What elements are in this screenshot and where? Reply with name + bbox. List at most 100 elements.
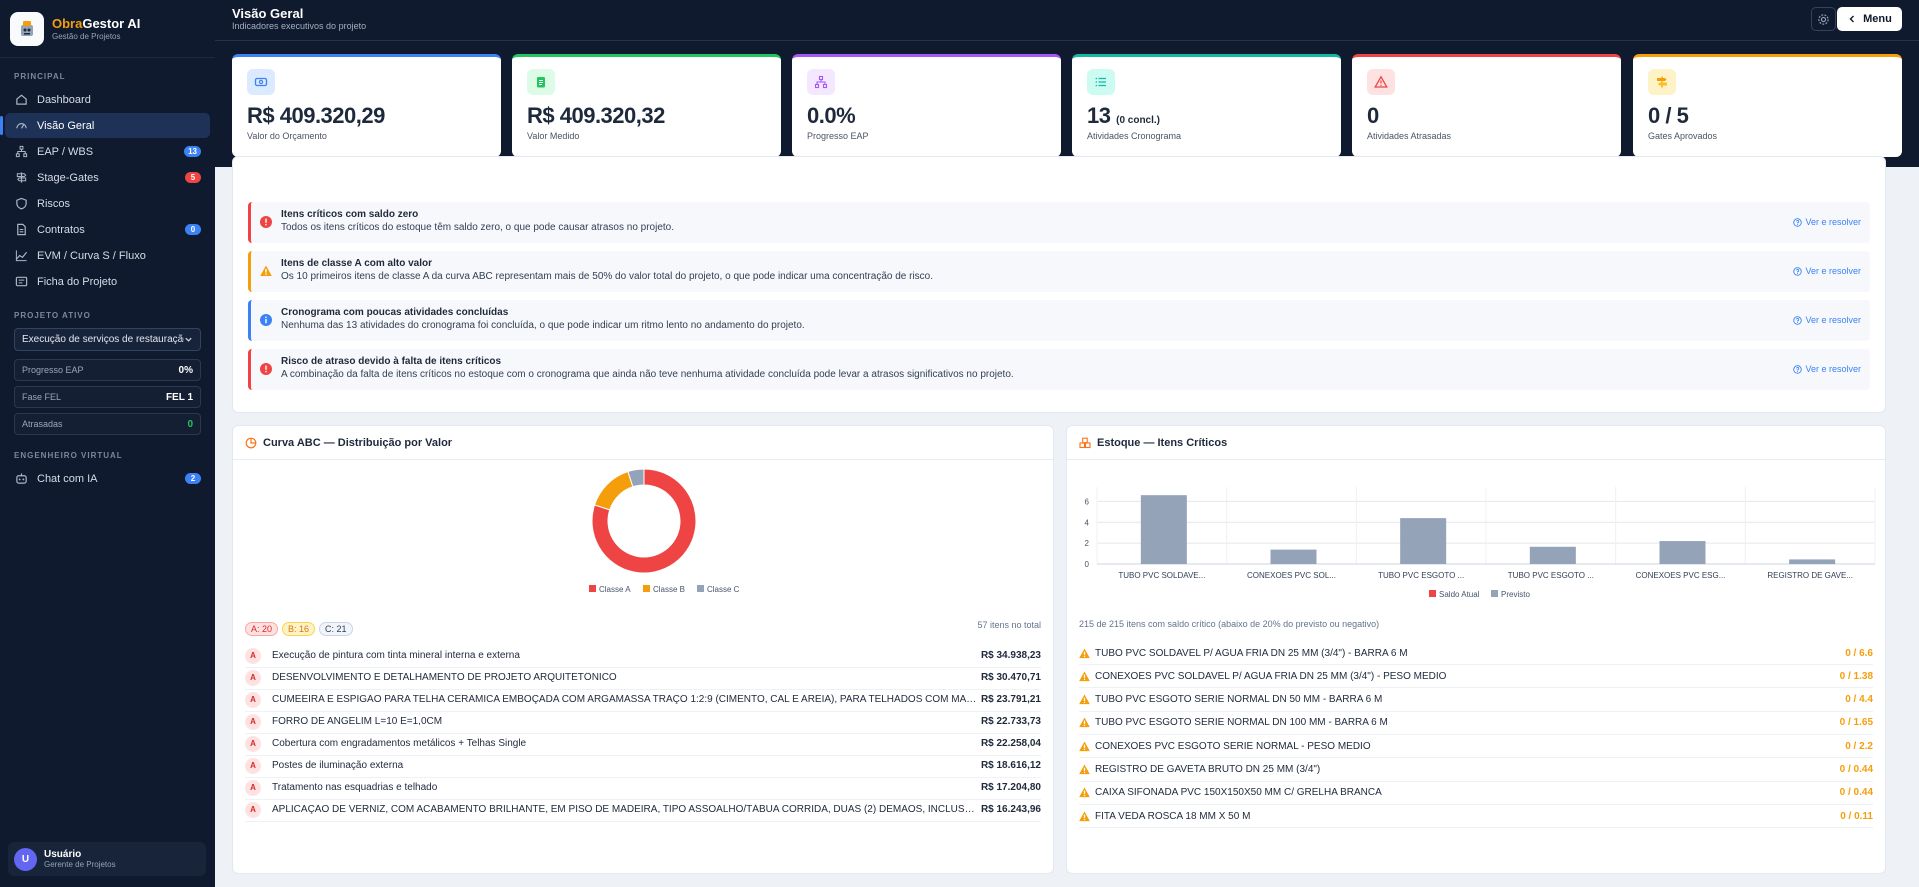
sidebar-item-dashboard[interactable]: Dashboard [5, 87, 210, 112]
kpi-gates-aprovados: 0 / 5 Gates Aprovados [1633, 54, 1902, 157]
item-name: CAIXA SIFONADA PVC 150X150X50 MM C/ GREL… [1095, 787, 1382, 799]
item-value: R$ 22.733,73 [980, 716, 1041, 727]
item-name: REGISTRO DE GAVETA BRUTO DN 25 MM (3/4") [1095, 764, 1321, 775]
settings-button[interactable] [1811, 7, 1836, 31]
section-label-projeto: PROJETO ATIVO [14, 311, 91, 320]
list-item[interactable]: TUBO PVC ESGOTO SERIE NORMAL DN 50 MM - … [1079, 689, 1873, 712]
stat-progresso-eap: Progresso EAP 0% [14, 359, 201, 381]
list-item[interactable]: A CUMEEIRA E ESPIGÃO PARA TELHA CERÂMICA … [245, 688, 1041, 712]
alert-description: Todos os itens críticos do estoque têm s… [281, 222, 675, 233]
tag-class-a: A: 20 [245, 622, 279, 636]
help-circle-icon [1793, 315, 1803, 325]
sidebar-item-stage-gates[interactable]: Stage-Gates 5 [5, 165, 210, 190]
item-value: 0 / 0.44 [1839, 787, 1873, 799]
money-icon [247, 69, 275, 95]
sidebar-item-label: Chat com IA [37, 472, 98, 485]
list-item[interactable]: A DESENVOLVIMENTO E DETALHAMENTO DE PROJE… [245, 666, 1041, 690]
home-icon [14, 93, 28, 107]
sidebar-item-riscos[interactable]: Riscos [5, 191, 210, 216]
nav-badge: 0 [185, 224, 201, 235]
menu-button[interactable]: Menu [1837, 7, 1902, 31]
item-value: 0 / 1.38 [1839, 670, 1873, 682]
item-value: R$ 17.204,80 [980, 782, 1041, 793]
stock-bar-chart: 0 2 4 6 TUBO PVC SOLDAVE... CONEXOES PVC SOL.… [1085, 487, 1876, 599]
panel-title: Curva ABC — Distribuição por Valor [263, 436, 453, 449]
x-tick-label: TUBO PVC ESGOTO ... [1378, 571, 1464, 580]
sidebar-item-vis-o-geral[interactable]: Visão Geral [0, 113, 210, 138]
alert-description: Nenhuma das 13 atividades do cronograma … [281, 320, 805, 331]
list-item[interactable]: A Postes de iluminação externa R$ 18.616,1… [245, 754, 1041, 778]
sidebar-item-chat-ia[interactable]: Chat com IA 2 [5, 466, 210, 491]
y-tick-label: 2 [1085, 539, 1090, 548]
item-name: DESENVOLVIMENTO E DETALHAMENTO DE PROJET… [272, 672, 617, 683]
y-tick-label: 6 [1085, 497, 1090, 506]
bar-previsto [1789, 559, 1836, 564]
list-item[interactable]: A Tratamento nas esquadrias e telhado R$ 1… [245, 776, 1041, 800]
x-tick-label: CONEXOES PVC ESG... [1636, 571, 1726, 580]
resolve-link[interactable]: Ver e resolver [1793, 217, 1861, 227]
ai-alerts-panel: Itens críticos com saldo zero Todos os i… [232, 156, 1886, 413]
bar-previsto [1270, 549, 1317, 564]
sidebar-item-label: EAP / WBS [37, 145, 94, 158]
list-item[interactable]: CONEXOES PVC SOLDAVEL P/ AGUA FRIA DN 25… [1079, 665, 1873, 689]
legend-label: Classe A [599, 585, 631, 594]
stock-summary: 215 de 215 itens com saldo crítico (abai… [1079, 619, 1380, 629]
panel-header: Curva ABC — Distribuição por Valor [233, 426, 1053, 460]
list-item[interactable]: A FORRO DE ANGELIM L=10 E=1,0CM R$ 22.733,… [245, 710, 1041, 734]
class-badge: A [245, 779, 261, 796]
tree-icon [14, 145, 28, 159]
boxes-icon [1079, 437, 1091, 449]
bar-previsto [1529, 546, 1576, 564]
bar-previsto [1140, 495, 1187, 564]
item-name: CONEXOES PVC ESGOTO SERIE NORMAL - PESO … [1095, 740, 1371, 752]
resolve-link[interactable]: Ver e resolver [1793, 315, 1861, 325]
item-name: Cobertura com engradamentos metálicos + … [272, 738, 527, 749]
warning-icon [1079, 647, 1090, 658]
sidebar-item-contratos[interactable]: Contratos 0 [5, 217, 210, 242]
tag-class-b: B: 16 [282, 622, 316, 636]
list-item[interactable]: A Cobertura com engradamentos metálicos +… [245, 732, 1041, 756]
item-name: Execução de pintura com tinta mineral in… [272, 650, 520, 661]
y-tick-label: 4 [1085, 518, 1090, 527]
stat-atrasadas: Atrasadas 0 [14, 413, 201, 435]
alert-title: Itens de classe A com alto valor [281, 258, 432, 269]
nav-badge: 13 [184, 146, 201, 157]
alert-item: Itens de classe A com alto valor Os 10 p… [248, 251, 1870, 292]
project-select[interactable]: Execução de serviços de restauração [14, 328, 201, 351]
item-value: R$ 23.791,21 [980, 694, 1041, 705]
item-name: TUBO PVC ESGOTO SERIE NORMAL DN 50 MM - … [1095, 694, 1383, 706]
sidebar-item-eap-wbs[interactable]: EAP / WBS 13 [5, 139, 210, 164]
list-item[interactable]: TUBO PVC SOLDAVEL P/ AGUA FRIA DN 25 MM … [1079, 642, 1873, 665]
page-subtitle: Indicadores executivos do projeto [232, 21, 367, 31]
user-profile[interactable]: U Usuário Gerente de Projetos [8, 842, 206, 876]
list-item[interactable]: REGISTRO DE GAVETA BRUTO DN 25 MM (3/4")… [1079, 759, 1873, 782]
brand[interactable]: ObraGestor AI Gestão de Projetos [0, 0, 215, 58]
list-item[interactable]: CONEXOES PVC ESGOTO SERIE NORMAL - PESO … [1079, 735, 1873, 759]
alert-title: Cronograma com poucas atividades concluí… [281, 307, 509, 318]
list-item[interactable]: CAIXA SIFONADA PVC 150X150X50 MM C/ GREL… [1079, 782, 1873, 805]
alert-item: Risco de atraso devido à falta de itens … [248, 349, 1870, 390]
brand-subtitle: Gestão de Projetos [52, 32, 121, 41]
total-items-label: 57 itens no total [977, 620, 1041, 630]
list-item[interactable]: FITA VEDA ROSCA 18 MM X 50 M 0 / 0.11 [1079, 805, 1873, 829]
legend-swatch [1429, 590, 1436, 597]
resolve-link[interactable]: Ver e resolver [1793, 266, 1861, 276]
signpost-icon [1648, 69, 1676, 95]
class-badge: A [245, 713, 261, 730]
list-item[interactable]: A APLICAÇÃO DE VERNIZ, COM ACABAMENTO BRI… [245, 798, 1041, 822]
brand-title: ObraGestor AI [52, 16, 141, 31]
sidebar-item-evm-curva-s-fluxo[interactable]: EVM / Curva S / Fluxo [5, 243, 210, 268]
gear-icon [1818, 13, 1829, 25]
kpi-value: 0 [1367, 103, 1379, 128]
warning-icon [1079, 764, 1090, 775]
list-item[interactable]: TUBO PVC ESGOTO SERIE NORMAL DN 100 MM -… [1079, 712, 1873, 735]
document-icon [14, 223, 28, 237]
list-item[interactable]: A Execução de pintura com tinta mineral i… [245, 644, 1041, 668]
sidebar-item-label: EVM / Curva S / Fluxo [37, 249, 146, 262]
sidebar-item-ficha-do-projeto[interactable]: Ficha do Projeto [5, 269, 210, 294]
sidebar-item-label: Stage-Gates [37, 171, 99, 184]
nav-list: Dashboard Visão Geral EAP / WBS 13 Stage-Gat… [0, 87, 215, 294]
resolve-link[interactable]: Ver e resolver [1793, 364, 1861, 374]
item-value: R$ 22.258,04 [980, 738, 1041, 749]
legend-label: Saldo Atual [1439, 590, 1480, 599]
